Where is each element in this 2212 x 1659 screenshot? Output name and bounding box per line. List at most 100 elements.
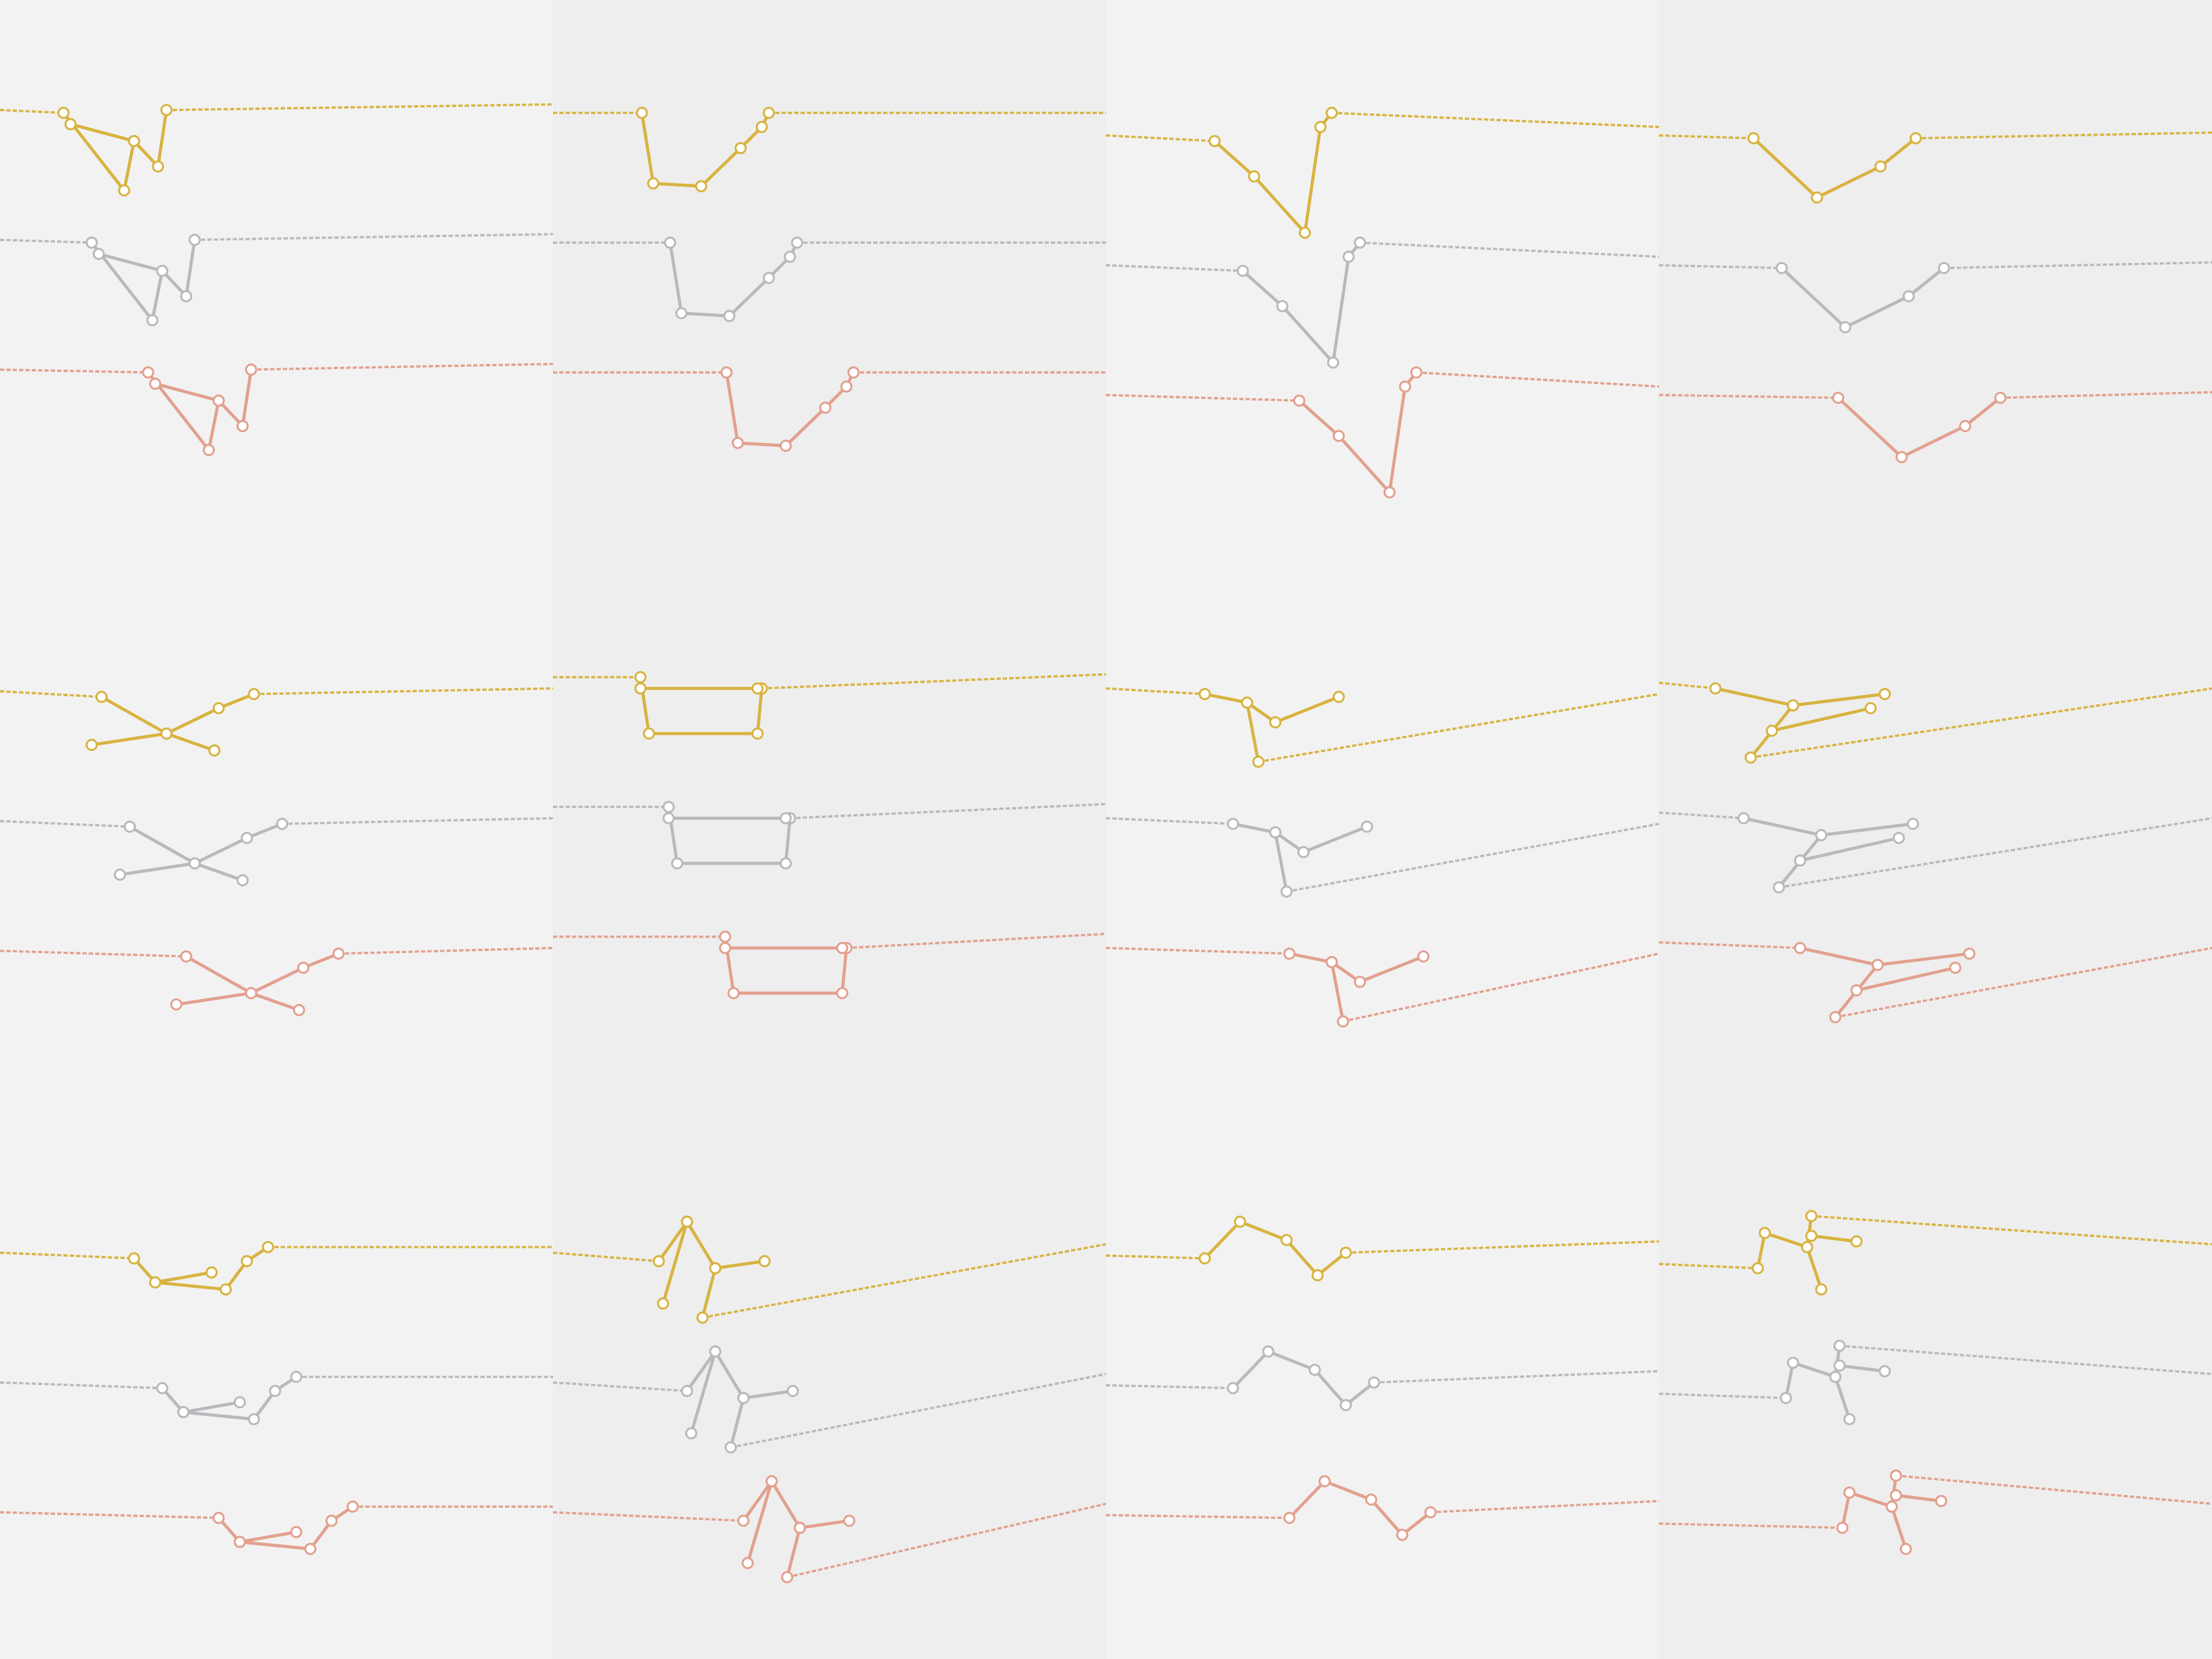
- chain-right: [1811, 1215, 2212, 1245]
- diamond-setting: [1198, 1252, 1211, 1265]
- diamond-setting: [1834, 1359, 1846, 1372]
- diamond-setting: [634, 682, 647, 695]
- diamond-setting: [836, 987, 849, 1000]
- chain-left: [1105, 817, 1233, 825]
- diamond-setting: [1787, 1356, 1799, 1369]
- chain-right: [730, 1373, 1107, 1449]
- silver-necklace: [1658, 811, 2212, 894]
- diamond-setting: [724, 1441, 737, 1454]
- diamond-setting: [696, 1311, 709, 1324]
- product-panel: [0, 1106, 554, 1659]
- diamond-setting: [1963, 947, 1975, 960]
- silver-necklace: [1105, 1345, 1660, 1411]
- diamond-setting: [240, 1255, 253, 1268]
- constellation-branch: [799, 1519, 850, 1529]
- diamond-setting: [751, 728, 764, 740]
- diamond-setting: [1343, 250, 1355, 263]
- constellation-branch: [1839, 1363, 1885, 1373]
- rose-necklace: [553, 366, 1107, 452]
- rose-necklace: [0, 363, 554, 457]
- diamond-setting: [662, 812, 675, 825]
- constellation-bar: [1837, 396, 2002, 459]
- diamond-setting: [1198, 688, 1211, 700]
- diamond-setting: [1318, 1475, 1331, 1488]
- diamond-setting: [1775, 262, 1788, 275]
- diamond-setting: [1311, 1269, 1324, 1282]
- diamond-setting: [128, 1252, 140, 1265]
- chain-left: [0, 368, 149, 374]
- diamond-setting: [160, 728, 173, 740]
- chain-left: [0, 820, 130, 828]
- chain-right: [1332, 111, 1660, 128]
- diamond-setting: [786, 1384, 799, 1397]
- diamond-setting: [1269, 826, 1282, 839]
- diamond-setting: [1339, 1398, 1352, 1411]
- chain-left: [0, 238, 92, 244]
- diamond-setting: [662, 801, 675, 814]
- diamond-setting: [276, 817, 289, 830]
- diamond-setting: [240, 831, 253, 844]
- diamond-setting: [205, 1266, 218, 1279]
- chain-left: [0, 949, 187, 958]
- diamond-setting: [156, 1382, 168, 1395]
- product-panel: [553, 0, 1107, 553]
- diamond-setting: [1709, 682, 1722, 695]
- constellation-branch: [661, 1221, 689, 1304]
- product-panel: [1658, 1106, 2212, 1659]
- diamond-setting: [208, 744, 221, 757]
- constellation-branch: [154, 382, 219, 402]
- diamond-setting: [719, 941, 731, 954]
- diamond-setting: [1236, 264, 1249, 277]
- diamond-setting: [290, 1526, 303, 1539]
- panel-background: [1106, 0, 1659, 553]
- chain-left: [0, 1511, 219, 1520]
- diamond-setting: [1907, 817, 1920, 830]
- panel-background: [0, 553, 553, 1106]
- diamond-setting: [634, 671, 647, 683]
- diamond-setting: [695, 180, 707, 192]
- constellation-bar: [657, 1218, 717, 1319]
- diamond-setting: [1751, 1262, 1764, 1274]
- diamond-setting: [1269, 716, 1282, 729]
- chain-left: [1658, 681, 1716, 690]
- diamond-setting: [685, 1427, 697, 1440]
- silver-necklace: [1105, 817, 1660, 898]
- diamond-setting: [1794, 854, 1806, 867]
- constellation-branch: [1800, 836, 1899, 862]
- diamond-setting: [1994, 391, 2007, 404]
- product-panel: [1658, 0, 2212, 553]
- chain-right: [761, 673, 1107, 690]
- chain-right: [1750, 687, 2212, 759]
- constellation-branch: [743, 1389, 793, 1400]
- chain-right: [338, 947, 554, 955]
- diamond-setting: [1298, 226, 1311, 239]
- diamond-setting: [1339, 1246, 1352, 1259]
- diamond-setting: [1737, 812, 1750, 825]
- chain-right: [1416, 371, 1660, 388]
- chain-left: [0, 1381, 163, 1390]
- diamond-setting: [1297, 845, 1310, 858]
- diamond-setting: [1811, 191, 1824, 204]
- diamond-setting: [840, 380, 853, 393]
- diamond-setting: [1354, 976, 1367, 988]
- chain-left: [1105, 947, 1290, 955]
- diamond-setting: [723, 310, 735, 323]
- diamond-setting: [233, 1396, 246, 1409]
- chain-left: [0, 1251, 135, 1260]
- diamond-setting: [160, 104, 173, 116]
- diamond-setting: [1843, 1413, 1856, 1426]
- constellation-branch: [746, 1481, 774, 1564]
- diamond-setting: [124, 820, 136, 833]
- chain-right: [1839, 1344, 2212, 1376]
- rose-necklace: [1658, 391, 2212, 463]
- diamond-setting: [709, 1262, 721, 1274]
- diamond-setting: [304, 1543, 316, 1555]
- diamond-setting: [1815, 829, 1827, 842]
- diamond-setting: [114, 868, 127, 881]
- chain-right: [1915, 131, 2212, 139]
- diamond-setting: [779, 439, 792, 452]
- diamond-setting: [1935, 1494, 1948, 1507]
- diamond-setting: [1332, 691, 1345, 704]
- diamond-setting: [237, 420, 249, 433]
- diamond-setting: [1959, 420, 1972, 433]
